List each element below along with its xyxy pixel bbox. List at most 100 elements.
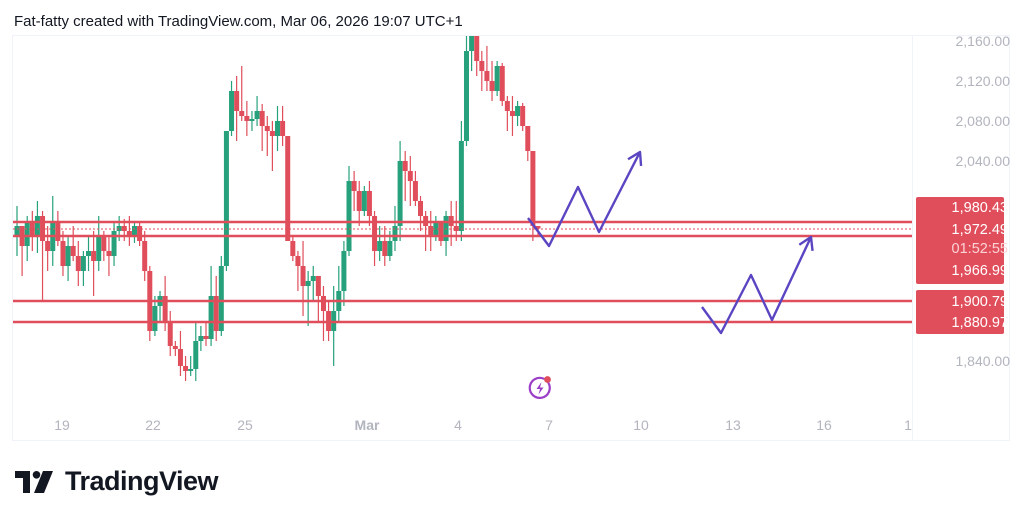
candle bbox=[448, 201, 454, 246]
price-tag-countdown: 01:52:55 bbox=[951, 241, 1008, 257]
price-scale-divider bbox=[912, 35, 913, 441]
candle bbox=[499, 63, 505, 106]
candle bbox=[188, 356, 194, 376]
projection-upper-arrowhead-icon bbox=[627, 150, 643, 167]
candle bbox=[377, 226, 383, 261]
candle bbox=[423, 211, 429, 251]
time-tick: 25 bbox=[237, 417, 253, 433]
header-title: Fat-fatty created with TradingView.com, … bbox=[14, 13, 463, 30]
candle bbox=[75, 241, 81, 286]
candle bbox=[428, 211, 434, 251]
candle bbox=[208, 266, 214, 346]
candle bbox=[397, 141, 403, 241]
candle bbox=[407, 156, 413, 206]
chart-plot[interactable] bbox=[0, 0, 1024, 450]
candle bbox=[443, 211, 449, 256]
candle bbox=[244, 101, 250, 136]
time-tick: 7 bbox=[545, 417, 553, 433]
candle bbox=[198, 326, 204, 351]
candle bbox=[111, 221, 117, 266]
candle bbox=[34, 201, 40, 253]
candle bbox=[80, 251, 86, 286]
projection-lower[interactable] bbox=[701, 236, 813, 335]
price-tag-level-2: 1,966.99 bbox=[951, 263, 1008, 279]
time-tick: Mar bbox=[354, 417, 380, 433]
candle bbox=[520, 103, 526, 131]
candle bbox=[213, 276, 219, 341]
candle bbox=[45, 226, 51, 271]
candle bbox=[183, 356, 189, 381]
tradingview-logo[interactable]: TradingView bbox=[15, 466, 219, 497]
time-tick: 4 bbox=[454, 417, 462, 433]
candle bbox=[489, 61, 495, 101]
candle bbox=[152, 296, 158, 336]
candle bbox=[29, 211, 35, 251]
candle bbox=[96, 216, 102, 271]
candle bbox=[147, 266, 153, 341]
candle bbox=[40, 211, 46, 301]
candle bbox=[372, 211, 378, 266]
candle bbox=[479, 51, 485, 91]
candle bbox=[300, 241, 306, 316]
candle bbox=[438, 221, 444, 246]
candle bbox=[412, 171, 418, 206]
candle bbox=[19, 226, 25, 276]
candle bbox=[65, 236, 71, 281]
candle bbox=[320, 286, 326, 341]
candle bbox=[346, 166, 352, 256]
candle bbox=[14, 206, 20, 256]
candle bbox=[469, 36, 475, 71]
candle bbox=[290, 236, 296, 261]
candle bbox=[515, 101, 521, 126]
candle bbox=[86, 236, 92, 271]
candle bbox=[172, 341, 178, 356]
candle bbox=[60, 231, 66, 276]
projections-layer bbox=[527, 150, 814, 335]
candle bbox=[295, 251, 301, 291]
candle bbox=[402, 151, 408, 201]
candle bbox=[331, 286, 337, 366]
candle bbox=[50, 196, 56, 266]
candle bbox=[137, 221, 143, 246]
price-tick: 2,160.00 bbox=[955, 33, 1011, 49]
candle bbox=[126, 216, 132, 246]
candle bbox=[264, 116, 270, 156]
candle bbox=[229, 81, 235, 136]
chart-frame[interactable] bbox=[12, 35, 1010, 441]
candle bbox=[203, 321, 209, 346]
candle bbox=[91, 231, 97, 296]
news-lightning-icon[interactable] bbox=[526, 374, 554, 402]
price-tick: 1,840.00 bbox=[955, 353, 1011, 369]
candle bbox=[142, 231, 148, 281]
candle bbox=[223, 131, 229, 271]
candle bbox=[361, 186, 367, 216]
candle bbox=[280, 106, 286, 146]
candle bbox=[315, 276, 321, 321]
candle bbox=[177, 331, 183, 376]
candle bbox=[418, 196, 424, 231]
time-tick: 19 bbox=[54, 417, 70, 433]
candle bbox=[351, 171, 357, 211]
candle bbox=[474, 36, 480, 76]
candle bbox=[24, 216, 30, 261]
candle bbox=[131, 223, 137, 243]
candle bbox=[341, 241, 347, 306]
time-tick: 16 bbox=[816, 417, 832, 433]
projection-lower-arrowhead-icon bbox=[798, 235, 814, 252]
price-tick: 2,080.00 bbox=[955, 113, 1011, 129]
candle bbox=[305, 271, 311, 326]
price-tag-block-upper bbox=[916, 197, 1004, 284]
time-tick: 22 bbox=[145, 417, 161, 433]
candle bbox=[269, 121, 275, 171]
projection-upper[interactable] bbox=[527, 151, 642, 248]
candle bbox=[106, 236, 112, 276]
price-tag-last-price: 1,972.49 bbox=[951, 222, 1008, 238]
candle bbox=[70, 226, 76, 261]
price-tag-block-lower bbox=[916, 290, 1004, 334]
candles-layer bbox=[14, 36, 541, 381]
time-tick: 1 bbox=[904, 417, 912, 433]
candle bbox=[167, 311, 173, 356]
candle bbox=[249, 111, 255, 131]
candle bbox=[494, 61, 500, 96]
candle bbox=[356, 181, 362, 226]
